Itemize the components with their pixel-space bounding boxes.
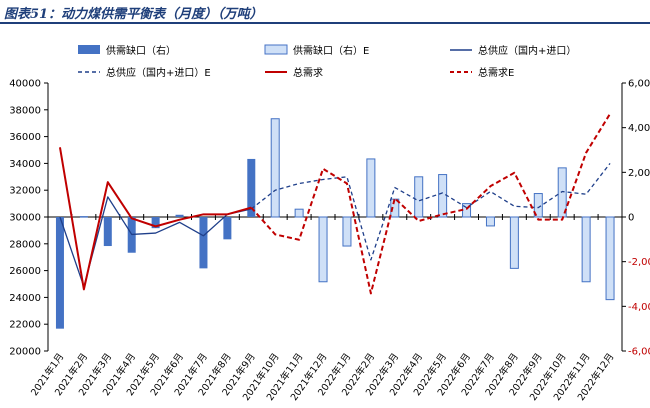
legend-label: 总供应（国内+进口）: [478, 44, 576, 57]
lines: [58, 113, 611, 295]
gap-bar: [79, 216, 88, 218]
legend: 供需缺口（右） 供需缺口（右）E 总供应（国内+进口） 总供应（国内+进口）E 总需求 总…: [78, 44, 576, 79]
gap-bar: [103, 217, 112, 247]
gap-estimate-bar: [318, 216, 328, 283]
gap-bar: [175, 214, 184, 217]
gap-bar: [55, 217, 64, 329]
legend-label: 供需缺口（右）E: [293, 44, 369, 57]
supply-line: [59, 196, 252, 288]
legend-swatch-gap-estimate: [264, 44, 288, 55]
title-rule: [0, 22, 650, 24]
legend-label: 总供应（国内+进口）E: [106, 66, 211, 79]
y-right-tick-label: 4,000: [628, 123, 650, 134]
axes: [44, 82, 626, 352]
gap-bar: [151, 217, 160, 229]
gap-estimate-bar: [414, 176, 424, 218]
chart-title: 图表51：动力煤供需平衡表（月度）（万吨）: [4, 7, 263, 22]
y-left-tick-label: 36000: [9, 132, 41, 143]
gap-estimate-bar: [390, 198, 400, 218]
y-left-tick-label: 38000: [9, 105, 41, 116]
y-right-tick-label: -2,000: [628, 257, 650, 268]
demand-line: [58, 147, 252, 291]
gap-estimate-bar: [533, 193, 543, 218]
y-left-tick-label: 34000: [9, 159, 41, 170]
legend-label: 总需求: [293, 66, 323, 79]
gap-estimate-bar: [485, 216, 495, 227]
gap-estimate-bar: [294, 208, 304, 218]
gap-estimate-bar: [342, 216, 352, 247]
y-left-tick-label: 24000: [9, 293, 41, 304]
y-left-tick-label: 20000: [9, 347, 41, 358]
gap-estimate-bar: [438, 174, 448, 218]
gap-estimate-bar: [581, 216, 591, 283]
gap-bar: [247, 158, 256, 217]
y-left-tick-label: 40000: [9, 79, 41, 90]
gap-bar: [223, 217, 232, 240]
y-left-tick-label: 22000: [9, 320, 41, 331]
legend-label: 总需求E: [478, 66, 514, 79]
bars: [55, 118, 615, 329]
y-left-tick-label: 28000: [9, 239, 41, 250]
supply-estimate-line: [250, 163, 611, 261]
gap-estimate-bar: [366, 158, 376, 218]
gap-bar: [199, 217, 208, 269]
legend-label: 供需缺口（右）: [106, 44, 176, 57]
y-right-tick-label: 6,000: [628, 79, 650, 90]
y-right-tick-label: -6,000: [628, 347, 650, 358]
y-right-tick-label: 0: [628, 213, 634, 224]
y-left-tick-label: 26000: [9, 266, 41, 277]
legend-swatch-gap: [78, 45, 100, 54]
y-left-tick-label: 32000: [9, 186, 41, 197]
gap-estimate-bar: [605, 216, 615, 301]
y-right-tick-label: -4,000: [628, 302, 650, 313]
gap-estimate-bar: [270, 118, 280, 218]
demand-estimate-line: [250, 113, 611, 295]
gap-estimate-bar: [509, 216, 519, 269]
y-right-tick-label: 2,000: [628, 168, 650, 179]
y-left-tick-label: 30000: [9, 213, 41, 224]
